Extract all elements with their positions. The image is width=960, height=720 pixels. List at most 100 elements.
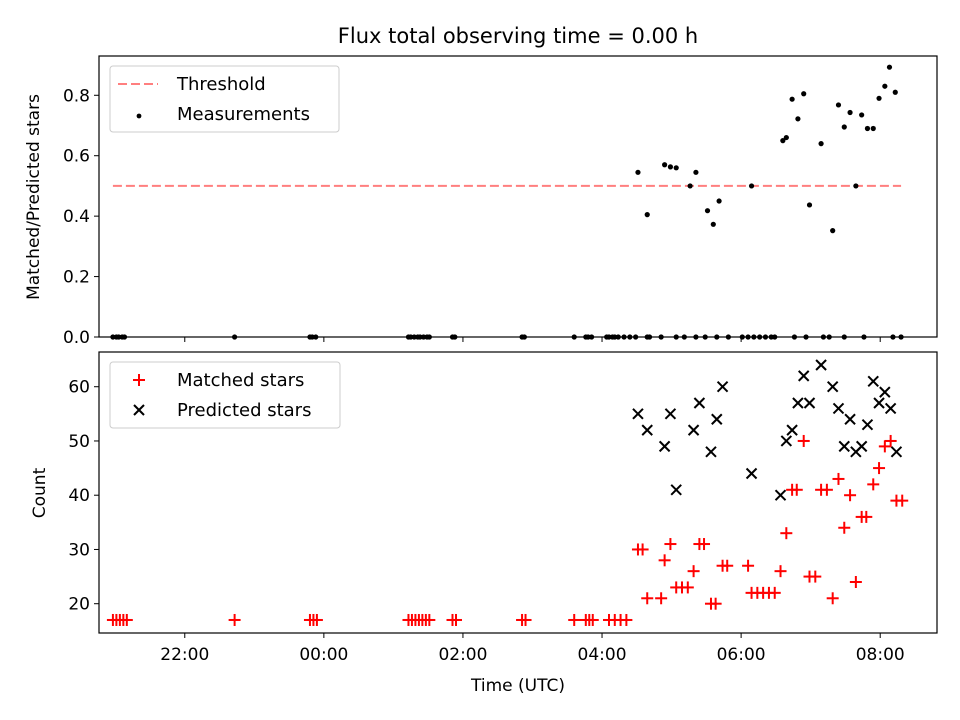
measurement-point xyxy=(673,165,679,171)
count-y-tick-label: 40 xyxy=(68,486,90,506)
matched-point xyxy=(838,521,851,534)
measurement-point xyxy=(710,221,716,227)
ratio-y-ticks: 0.0 0.2 0.4 0.6 0.8 xyxy=(63,86,99,348)
matched-legend-swatch xyxy=(133,374,145,386)
predicted-point xyxy=(884,402,897,415)
matched-point xyxy=(742,559,755,572)
matched-point xyxy=(120,613,133,626)
predicted-point xyxy=(693,397,706,409)
predicted-point xyxy=(632,408,644,420)
count-legend: Matched stars Predicted stars xyxy=(109,361,341,429)
chart-title: Flux total observing time = 0.00 h xyxy=(338,24,698,48)
count-panel: 20 30 40 50 60 22:00 00:00 02:00 04:00 06:00 08:0… xyxy=(30,351,938,696)
ratio-legend: Threshold Measurements xyxy=(109,65,340,133)
predicted-point xyxy=(716,381,729,393)
measurement-point xyxy=(687,183,693,189)
matched-point xyxy=(568,613,581,626)
matched-point xyxy=(780,527,793,540)
measurement-point xyxy=(704,208,711,214)
measurement-point xyxy=(882,83,888,89)
measurement-point xyxy=(801,91,807,97)
predicted-point xyxy=(641,424,653,436)
predicted-point xyxy=(745,467,758,480)
matched-point xyxy=(655,592,668,605)
x-tick-label: 22:00 xyxy=(160,645,209,665)
ratio-panel-frame xyxy=(98,55,938,338)
count-legend-box xyxy=(109,361,341,429)
predicted-legend-swatch xyxy=(133,404,145,416)
matched-point xyxy=(860,510,873,523)
predicted-point xyxy=(873,397,885,409)
matched-point xyxy=(867,478,880,491)
measurement-point xyxy=(635,169,641,175)
matched-point xyxy=(687,565,700,578)
predicted-point xyxy=(664,408,677,420)
ratio-y-tick-label: 0.0 xyxy=(63,328,90,348)
matched-point xyxy=(636,543,649,556)
predicted-point xyxy=(890,446,903,458)
ratio-y-tick-label: 0.6 xyxy=(63,147,90,167)
measurement-point xyxy=(818,141,824,147)
measurement-point xyxy=(847,109,853,116)
matched-point xyxy=(774,565,787,578)
matched-point xyxy=(310,613,323,626)
count-panel-frame xyxy=(98,351,938,634)
x-tick-label: 08:00 xyxy=(856,645,905,665)
predicted-point xyxy=(826,381,839,393)
matched-point xyxy=(228,613,241,626)
predicted-point xyxy=(838,440,850,453)
measurements-legend-label: Measurements xyxy=(177,104,310,125)
matched-point xyxy=(423,613,436,626)
measurement-point xyxy=(748,183,755,189)
measurement-point xyxy=(853,183,859,189)
predicted-point xyxy=(855,440,868,453)
matched-point xyxy=(721,559,734,572)
matched-point xyxy=(820,483,833,496)
measurement-point xyxy=(789,96,795,102)
measurement-point xyxy=(870,125,876,132)
measurement-point xyxy=(667,164,674,170)
count-x-ticks: 22:00 00:00 02:00 04:00 06:00 08:00 xyxy=(160,633,905,665)
ratio-panel: 0.00.20.40.60.8 Matched/Predicted stars … xyxy=(24,55,938,348)
predicted-point xyxy=(803,397,816,409)
x-tick-label: 06:00 xyxy=(717,645,766,665)
predicted-point xyxy=(670,484,682,496)
measurement-point xyxy=(859,112,865,118)
measurement-point xyxy=(806,202,813,208)
measurement-point xyxy=(892,89,898,95)
ratio-y-axis-label: Matched/Predicted stars xyxy=(24,94,44,300)
count-y-ticks: 20 30 40 50 60 xyxy=(68,378,99,615)
predicted-point xyxy=(711,413,723,425)
ratio-y-tick-label: 0.8 xyxy=(63,86,90,106)
predicted-point xyxy=(687,424,700,436)
matched-point xyxy=(658,554,671,567)
matched-point xyxy=(809,570,822,583)
matched-point xyxy=(519,613,532,626)
matched-point xyxy=(709,597,722,610)
predicted-point xyxy=(705,446,717,458)
measurement-point xyxy=(644,212,650,218)
count-y-tick-label: 60 xyxy=(68,378,90,398)
predicted-legend-label: Predicted stars xyxy=(177,400,311,421)
predicted-point xyxy=(780,435,793,447)
matched-point xyxy=(797,434,810,447)
matched-point xyxy=(641,592,654,605)
measurement-point xyxy=(876,95,882,101)
ratio-x-ticks xyxy=(184,337,881,342)
measurement-point xyxy=(886,64,893,70)
predicted-point xyxy=(844,413,856,425)
matched-point xyxy=(826,592,839,605)
predicted-point xyxy=(879,386,891,398)
predicted-point xyxy=(861,418,874,431)
count-y-axis-label: Count xyxy=(30,467,50,518)
ratio-y-tick-label: 0.2 xyxy=(63,268,90,288)
measurement-point xyxy=(841,124,847,130)
count-y-tick-label: 30 xyxy=(68,540,90,560)
matched-point xyxy=(449,613,462,626)
predicted-point xyxy=(832,402,845,415)
predicted-point xyxy=(658,440,671,453)
predicted-point xyxy=(786,424,798,436)
matched-point xyxy=(849,576,862,589)
predicted-point xyxy=(798,370,810,382)
